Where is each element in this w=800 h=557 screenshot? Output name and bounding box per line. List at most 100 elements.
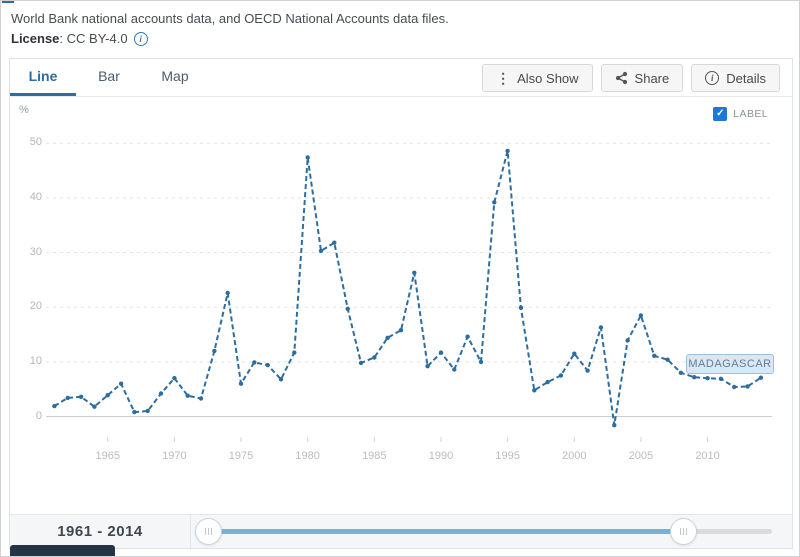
data-point-1993 [478,359,484,365]
data-point-2011 [718,376,724,381]
data-point-1974 [225,290,230,296]
data-point-2013 [745,384,750,389]
data-point-2009 [692,375,697,380]
share-label: Share [634,70,670,86]
line-chart-canvas[interactable] [10,97,790,449]
data-point-1976 [252,360,257,365]
x-axis-tick-1970: 1970 [162,450,187,462]
data-point-1977 [265,362,270,368]
x-axis-tick-1980: 1980 [295,450,320,462]
data-point-2007 [665,357,670,362]
license-info-icon[interactable]: i [133,31,148,46]
data-point-1967 [132,409,137,415]
bottom-cutoff-element [10,545,115,556]
top-left-accent [2,1,14,3]
details-button[interactable]: i Details [691,64,780,92]
year-range-slider-row: 1961 - 2014 [10,514,792,548]
data-point-2008 [678,370,684,375]
chart-area: % ✓ LABEL 0 10 20 30 40 50 1965 1970 1975 1980 198… [10,97,792,515]
data-point-1991 [452,367,457,372]
data-point-1997 [532,388,537,393]
share-icon [615,71,627,85]
tab-line[interactable]: Line [10,59,76,96]
details-info-icon: i [705,71,720,85]
data-point-1981 [318,248,324,254]
x-axis-tick-2000: 2000 [562,450,587,462]
license-label: License [11,31,60,46]
y-axis-tick-30: 30 [29,245,42,258]
label-checkbox-text: LABEL [733,108,768,120]
x-axis-tick-1990: 1990 [428,450,454,462]
kebab-icon: ⋮ [496,70,511,86]
data-point-1987 [398,328,404,333]
license-value: : CC BY-4.0 [59,31,128,46]
slider-selected-range [208,529,683,534]
data-point-1971 [185,393,190,398]
data-point-1998 [545,379,550,385]
data-point-1973 [212,348,217,354]
data-point-1979 [292,350,297,355]
data-point-1992 [465,334,470,339]
data-point-1975 [238,381,244,386]
data-point-2003 [612,423,617,428]
y-axis-tick-50: 50 [29,136,42,149]
data-point-2006 [652,353,657,358]
tabbar-spacer [208,59,478,96]
also-show-button[interactable]: ⋮ Also Show [482,64,593,92]
data-point-2001 [585,368,590,373]
data-point-1986 [385,335,390,340]
x-axis-tick-1975: 1975 [228,450,254,462]
data-point-1990 [438,350,444,355]
data-point-1961 [52,403,57,409]
data-point-1995 [505,148,510,154]
label-checkbox[interactable]: ✓ LABEL [713,107,768,121]
y-axis-tick-40: 40 [29,190,42,203]
data-point-1968 [145,408,150,414]
slider-handle-left[interactable] [195,518,222,545]
y-axis-unit-label: % [19,104,29,116]
x-axis-tick-1985: 1985 [362,450,387,462]
x-axis-tick-1965: 1965 [95,450,120,462]
data-point-1966 [118,381,124,386]
data-point-2000 [572,351,577,356]
share-button[interactable]: Share [600,64,684,92]
data-line-madagascar [53,149,762,427]
slider-handle-right[interactable] [670,518,697,545]
data-point-1989 [425,364,430,369]
checkbox-checked-icon: ✓ [713,107,728,121]
data-point-1964 [92,404,97,409]
source-attribution: World Bank national accounts data, and O… [11,11,449,26]
data-point-2010 [705,376,710,381]
data-point-1965 [105,393,110,398]
data-point-1988 [412,270,417,275]
data-point-1962 [65,395,70,401]
y-axis-tick-10: 10 [29,354,42,367]
slider-zone [191,515,792,548]
data-point-1984 [358,360,364,366]
license-line: License : CC BY-4.0 i [11,31,799,46]
data-point-2012 [732,384,737,390]
data-point-1963 [78,394,84,399]
data-point-1994 [492,200,497,205]
data-point-1980 [305,155,310,160]
x-axis-tick-2010: 2010 [695,450,720,462]
y-axis-tick-20: 20 [29,300,42,313]
data-point-1978 [278,377,284,382]
year-range-label: 1961 - 2014 [57,523,143,540]
data-point-1969 [158,391,164,396]
tab-map[interactable]: Map [161,68,189,84]
details-label: Details [726,70,766,86]
series-label-pill[interactable]: MADAGASCAR [686,354,774,374]
chart-panel: Line Bar Map ⋮ Also Show Share i [9,58,793,549]
tab-bar: Line Bar Map ⋮ Also Show Share i [10,59,792,97]
data-point-2014 [758,375,764,380]
data-point-2004 [625,338,630,343]
also-show-label: Also Show [517,70,579,86]
data-point-1996 [518,305,524,310]
tab-bar-chart[interactable]: Bar [98,68,120,84]
data-point-1982 [332,240,337,245]
x-axis-tick-1995: 1995 [495,450,520,462]
data-point-1970 [172,376,177,381]
x-axis-tick-2005: 2005 [628,450,654,462]
